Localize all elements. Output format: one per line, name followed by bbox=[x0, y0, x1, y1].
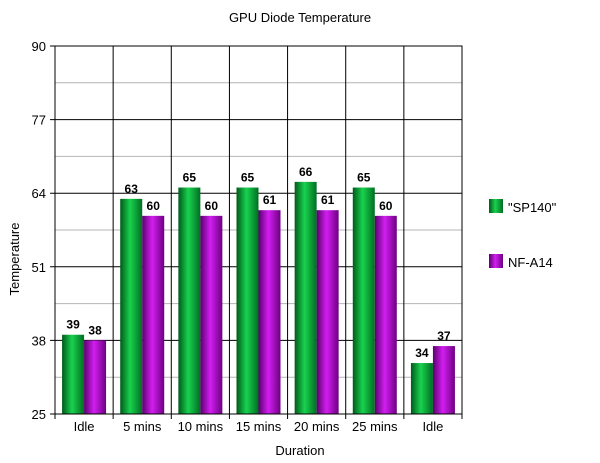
data-label: 60 bbox=[147, 199, 161, 213]
legend: "SP140" NF-A14 bbox=[489, 199, 557, 270]
bar-sp140 bbox=[410, 363, 433, 414]
x-tick-label: 5 mins bbox=[123, 419, 162, 434]
data-label: 60 bbox=[379, 199, 393, 213]
bar-sp140 bbox=[352, 187, 375, 414]
bar-sp140 bbox=[62, 334, 85, 414]
x-tick-label: 15 mins bbox=[236, 419, 282, 434]
legend-label: NF-A14 bbox=[508, 255, 553, 270]
x-tick-label: 25 mins bbox=[352, 419, 398, 434]
y-tick-label: 25 bbox=[32, 407, 46, 422]
data-label: 65 bbox=[357, 171, 371, 185]
y-tick-label: 64 bbox=[32, 186, 46, 201]
x-tick-label: 10 mins bbox=[178, 419, 224, 434]
bar-sp140 bbox=[236, 187, 259, 414]
x-tick-label: 20 mins bbox=[294, 419, 340, 434]
bar-nf-a14 bbox=[84, 340, 107, 414]
data-label: 34 bbox=[415, 346, 429, 360]
data-label: 37 bbox=[437, 329, 451, 343]
legend-label: "SP140" bbox=[508, 200, 557, 215]
data-label: 39 bbox=[66, 318, 80, 332]
data-label: 66 bbox=[299, 165, 313, 179]
bar-sp140 bbox=[294, 181, 317, 414]
y-tick-label: 38 bbox=[32, 333, 46, 348]
x-axis-label: Duration bbox=[275, 443, 324, 458]
bar-sp140 bbox=[178, 187, 201, 414]
data-label: 38 bbox=[88, 323, 102, 337]
plot-area: 25 38 51 64 77 90 39 63 65 65 66 65 34 38 60 60 61 61 60 37… bbox=[32, 39, 463, 434]
data-label: 65 bbox=[241, 171, 255, 185]
chart-title: GPU Diode Temperature bbox=[229, 10, 371, 25]
data-label: 60 bbox=[205, 199, 219, 213]
data-label: 61 bbox=[321, 193, 335, 207]
bar-nf-a14 bbox=[142, 215, 165, 414]
x-tick-label: Idle bbox=[74, 419, 95, 434]
bar-nf-a14 bbox=[258, 210, 281, 414]
legend-swatch bbox=[489, 199, 503, 213]
data-label: 63 bbox=[125, 182, 139, 196]
data-label: 65 bbox=[183, 171, 197, 185]
bar-nf-a14 bbox=[432, 346, 455, 414]
bar-nf-a14 bbox=[200, 215, 223, 414]
bar-sp140 bbox=[120, 198, 143, 414]
bar-nf-a14 bbox=[374, 215, 397, 414]
data-label: 61 bbox=[263, 193, 277, 207]
bar-nf-a14 bbox=[316, 210, 339, 414]
y-tick-label: 90 bbox=[32, 39, 46, 54]
y-tick-label: 51 bbox=[32, 260, 46, 275]
y-tick-label: 77 bbox=[32, 113, 46, 128]
y-axis-label: Temperature bbox=[7, 223, 22, 296]
x-tick-label: Idle bbox=[422, 419, 443, 434]
legend-swatch bbox=[489, 254, 503, 268]
plot-border bbox=[54, 45, 463, 415]
